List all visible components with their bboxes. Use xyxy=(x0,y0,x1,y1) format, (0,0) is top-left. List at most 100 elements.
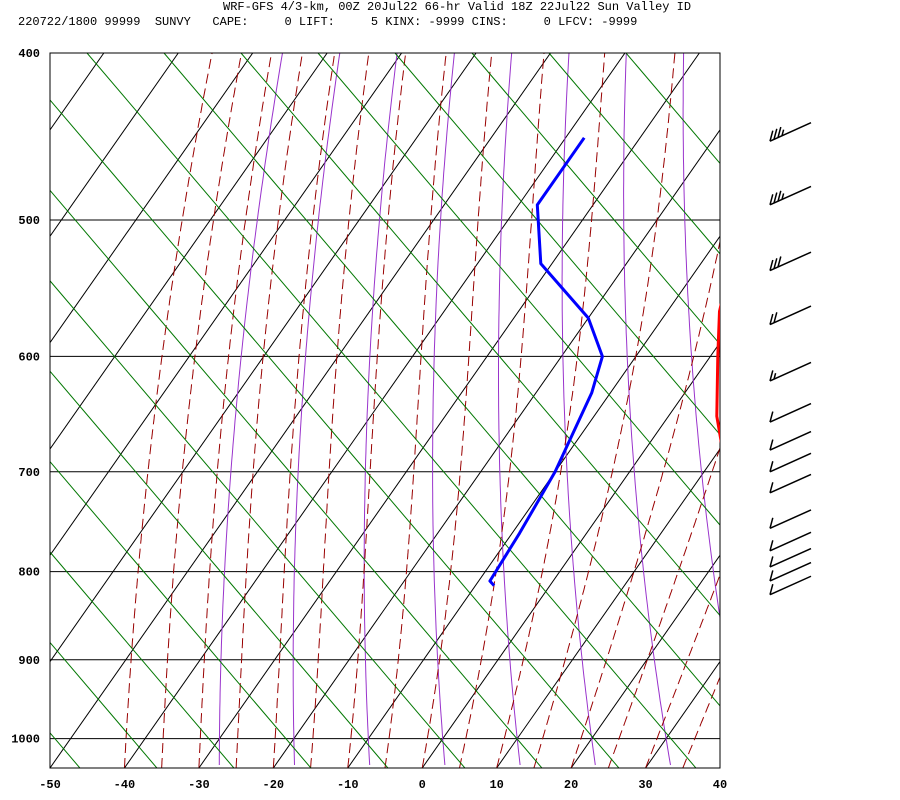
isotherm xyxy=(347,235,720,768)
mixing-ratio-line xyxy=(50,99,620,768)
mixing-ratio-line xyxy=(394,53,720,436)
x-tick-label: -20 xyxy=(263,778,285,792)
x-tick-label: 10 xyxy=(489,778,503,792)
mixing-ratio-line xyxy=(471,53,720,345)
wind-barb xyxy=(769,430,812,451)
dry-adiabat xyxy=(292,53,341,766)
mixing-ratio-line xyxy=(163,53,720,707)
mixing-ratio-line xyxy=(50,641,158,768)
mixing-ratio-line xyxy=(50,280,466,768)
dry-adiabat xyxy=(798,53,896,765)
wind-barb-staff xyxy=(769,575,812,596)
wind-barb-staff xyxy=(769,305,812,326)
moist-adiabat xyxy=(235,53,303,768)
isotherm xyxy=(124,53,626,768)
x-tick-label: -30 xyxy=(188,778,210,792)
wind-barb-flag xyxy=(773,128,778,140)
mixing-ratio-line xyxy=(240,53,720,617)
wind-barb-flag xyxy=(769,584,774,595)
y-tick-label: 800 xyxy=(18,566,40,580)
wind-barb-flag xyxy=(769,556,774,568)
mixing-ratio-line xyxy=(625,53,720,165)
wind-barb-flag xyxy=(773,372,777,380)
wind-barb-staff xyxy=(769,561,812,582)
y-tick-label: 400 xyxy=(18,47,40,61)
wind-barb-staff xyxy=(769,452,812,473)
wind-barb xyxy=(769,452,812,473)
moist-adiabat xyxy=(198,53,273,768)
wind-barb-flag xyxy=(769,461,774,472)
isotherm xyxy=(496,448,720,768)
wind-barb-flag xyxy=(777,256,782,268)
wind-barb-flag xyxy=(777,126,782,138)
dry-adiabat xyxy=(741,53,821,765)
wind-barb-staff xyxy=(769,473,812,494)
isotherm xyxy=(719,767,720,768)
x-tick-label: 20 xyxy=(564,778,578,792)
wind-barb-flag xyxy=(773,312,778,323)
mixing-ratio-line xyxy=(50,189,543,768)
y-tick-label: 1000 xyxy=(11,733,40,747)
wind-barb-flag xyxy=(769,439,774,451)
x-tick-label: 30 xyxy=(638,778,652,792)
wind-barb-flag xyxy=(781,129,785,136)
wind-barb-flag xyxy=(773,192,778,204)
wind-barb xyxy=(769,531,812,552)
wind-barb xyxy=(769,251,812,272)
wind-barb-flag xyxy=(773,258,778,269)
isotherm xyxy=(50,53,179,238)
wind-barb-staff xyxy=(769,547,812,568)
mixing-ratio-line xyxy=(0,53,54,800)
isotherm xyxy=(272,129,720,768)
x-tick-label: 40 xyxy=(713,778,727,792)
x-tick-label: -10 xyxy=(337,778,359,792)
isotherm xyxy=(50,53,551,768)
x-tick-label: -40 xyxy=(114,778,136,792)
mixing-ratio-line xyxy=(548,53,720,255)
isotherm xyxy=(50,53,403,557)
wind-barb xyxy=(769,185,812,206)
isotherm xyxy=(198,53,700,768)
moist-adiabat xyxy=(496,53,606,768)
wind-barb xyxy=(769,305,812,326)
wind-barb-staff xyxy=(769,430,812,451)
dry-adiabat xyxy=(432,53,455,766)
wind-barb xyxy=(769,547,812,568)
temperature-profile xyxy=(715,302,720,444)
moist-adiabat xyxy=(310,53,370,768)
moist-adiabat xyxy=(607,446,720,768)
dry-adiabat xyxy=(682,53,720,622)
x-tick-label: -50 xyxy=(39,778,61,792)
wind-barb xyxy=(769,561,812,582)
isotherm xyxy=(50,53,328,450)
moist-adiabat xyxy=(123,53,213,768)
wind-barb-flag xyxy=(769,517,774,529)
isotherm xyxy=(421,341,720,768)
dry-adiabat xyxy=(498,53,521,766)
wind-barb-staff xyxy=(769,531,812,552)
wind-barb xyxy=(769,402,812,423)
dry-adiabat xyxy=(623,53,671,766)
mixing-ratio-line xyxy=(50,370,389,768)
mixing-ratio-line xyxy=(50,551,235,768)
dewpoint-profile xyxy=(488,136,604,587)
wind-barb-flag xyxy=(769,411,774,423)
plot-frame xyxy=(49,52,721,769)
moist-adiabat xyxy=(161,53,243,768)
wind-barb-flag xyxy=(769,570,774,582)
wind-barb-staff xyxy=(769,122,812,142)
wind-barb xyxy=(769,122,812,142)
wind-barb-staff xyxy=(769,361,812,382)
wind-barb xyxy=(769,509,812,530)
dry-adiabat xyxy=(856,53,900,765)
wind-barb xyxy=(769,473,812,494)
moist-adiabat xyxy=(570,239,720,768)
y-tick-label: 700 xyxy=(18,466,40,480)
mixing-ratio-line xyxy=(86,53,697,768)
sounding-stats: 220722/1800 99999 SUNVY CAPE: 0 LIFT: 5 … xyxy=(18,15,638,29)
wind-barb xyxy=(769,361,812,382)
y-tick-label: 600 xyxy=(18,350,40,364)
chart-title: WRF-GFS 4/3-km, 00Z 20Jul22 66-hr Valid … xyxy=(223,0,692,14)
wind-barb-staff xyxy=(769,251,812,272)
dry-adiabat xyxy=(218,53,283,765)
